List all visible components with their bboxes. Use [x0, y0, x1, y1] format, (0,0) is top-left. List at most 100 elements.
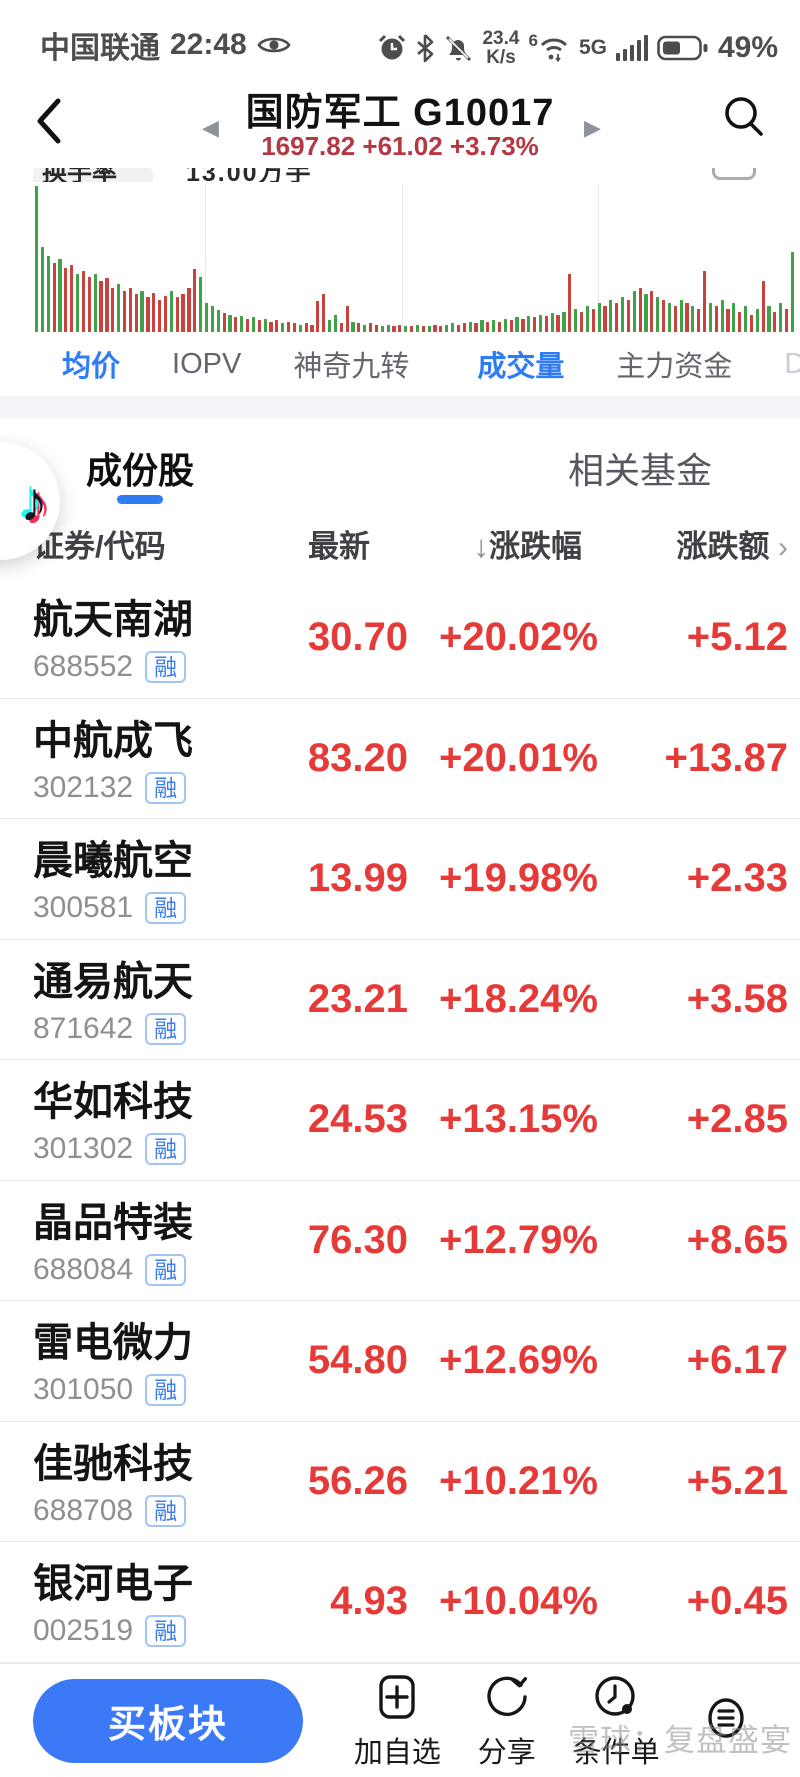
volume-bar	[339, 323, 343, 332]
tab-iopv[interactable]: IOPV	[172, 347, 242, 380]
volume-bar	[322, 294, 326, 332]
volume-bar	[720, 299, 724, 332]
tab-main-funds[interactable]: 主力资金	[616, 351, 733, 383]
prev-symbol-arrow[interactable]: ◀	[202, 115, 219, 140]
col-change-amt[interactable]: 涨跌额 ›	[676, 528, 788, 564]
volume-bar	[193, 269, 197, 332]
volume-bar	[708, 302, 713, 332]
volume-bar	[222, 313, 226, 332]
volume-bar	[58, 259, 62, 332]
volume-bar	[509, 320, 513, 332]
volume-bar	[175, 297, 179, 332]
tab-related-funds[interactable]: 相关基金	[567, 450, 712, 491]
volume-bar	[585, 305, 589, 332]
volume-bar	[427, 326, 431, 332]
tab-avg-price[interactable]: 均价	[62, 351, 121, 383]
conditional-order-button[interactable]: 条件单	[571, 1671, 661, 1771]
back-button[interactable]	[30, 93, 70, 149]
volume-bar	[679, 299, 683, 332]
table-row[interactable]: 晨曦航空 300581 融 13.99 +19.98% +2.33	[0, 819, 800, 940]
eye-icon	[257, 33, 291, 57]
rotate-landscape-icon[interactable]	[706, 168, 762, 182]
volume-bar	[316, 301, 320, 332]
col-change-pct[interactable]: ↓涨跌幅	[473, 528, 583, 564]
margin-badge: 融	[145, 1253, 187, 1286]
table-row[interactable]: 中航成飞 302132 融 83.20 +20.01% +13.87	[0, 699, 800, 819]
volume-bar	[650, 291, 654, 332]
chart-gridline	[598, 184, 599, 332]
volume-bar	[702, 270, 707, 332]
change-percent: +10.21%	[438, 1458, 598, 1503]
volume-bar	[40, 247, 45, 332]
table-row[interactable]: 银河电子 002519 融 4.93 +10.04% +0.45	[0, 1542, 800, 1663]
volume-bar	[667, 302, 671, 332]
volume-bar	[620, 297, 625, 332]
bluetooth-icon	[416, 33, 434, 63]
tab-dde[interactable]: DD	[784, 347, 800, 380]
volume-bar	[257, 320, 261, 332]
alarm-icon	[377, 33, 407, 63]
volume-bar	[456, 324, 461, 332]
table-row[interactable]: 佳驰科技 688708 融 56.26 +10.21% +5.21	[0, 1422, 800, 1542]
tab-volume[interactable]: 成交量	[477, 351, 565, 383]
volume-bar	[644, 294, 648, 332]
table-row[interactable]: 航天南湖 688552 融 30.70 +20.02% +5.12	[0, 578, 800, 699]
volume-bar	[169, 291, 173, 332]
volume-bar	[64, 267, 68, 332]
volume-bar	[591, 308, 595, 332]
buy-sector-button[interactable]: 买板块	[33, 1678, 303, 1763]
share-button[interactable]: 分享	[462, 1671, 552, 1771]
search-icon[interactable]	[720, 93, 768, 141]
change-amount: +8.65	[686, 1217, 788, 1262]
volume-bar	[462, 323, 466, 332]
volume-bar	[240, 315, 244, 332]
volume-bar	[368, 323, 373, 332]
volume-bar	[298, 324, 302, 332]
volume-bar	[93, 273, 97, 332]
volume-bar	[204, 302, 209, 332]
stock-name: 通易航天	[33, 959, 193, 1004]
volume-bar	[661, 299, 666, 332]
tab-constituents[interactable]: 成份股	[0, 418, 400, 508]
col-latest[interactable]: 最新	[308, 528, 370, 564]
table-row[interactable]: 通易航天 871642 融 23.21 +18.24% +3.58	[0, 940, 800, 1060]
volume-bar	[497, 321, 502, 332]
mute-bell-icon	[443, 33, 473, 63]
add-watchlist-button[interactable]: 加自选	[352, 1671, 442, 1771]
wifi-icon: 6	[528, 31, 569, 63]
table-row[interactable]: 雷电微力 301050 融 54.80 +12.69% +6.17	[0, 1301, 800, 1422]
volume-bar	[345, 305, 349, 332]
volume-bar	[515, 317, 519, 332]
change-percent: +20.01%	[438, 735, 598, 780]
tab-magic-nine[interactable]: 神奇九转	[293, 351, 410, 383]
volume-bar	[128, 288, 132, 332]
network-speed: 23.4 K/s	[482, 28, 520, 68]
margin-badge: 融	[145, 1374, 187, 1407]
stock-code: 300581	[33, 891, 134, 925]
volume-bar	[70, 264, 74, 332]
volume-bar	[351, 321, 355, 332]
volume-chart[interactable]: 换手率 13.00万手	[0, 168, 800, 332]
stock-name: 雷电微力	[33, 1321, 193, 1366]
active-tab-underline	[117, 495, 163, 504]
volume-bar	[568, 273, 572, 332]
more-button[interactable]	[681, 1692, 771, 1750]
volume-bar	[181, 294, 185, 332]
volume-bar	[503, 318, 507, 332]
security-cell: 雷电微力 301050 融	[33, 1314, 238, 1407]
volume-bar	[492, 320, 496, 332]
stock-name: 中航成飞	[33, 718, 193, 763]
next-symbol-arrow[interactable]: ▶	[584, 115, 601, 140]
table-row[interactable]: 华如科技 301302 融 24.53 +13.15% +2.85	[0, 1060, 800, 1181]
volume-bar	[738, 311, 742, 332]
table-row[interactable]: 晶品特装 688084 融 76.30 +12.79% +8.65	[0, 1181, 800, 1301]
stock-name: 航天南湖	[33, 598, 193, 643]
volume-bar	[210, 305, 214, 332]
volume-bar	[187, 288, 191, 332]
col-security[interactable]: 证券/代码	[33, 528, 166, 564]
volume-bar	[281, 323, 285, 332]
latest-price: 30.70	[307, 615, 408, 660]
change-percent: +18.24%	[438, 976, 598, 1021]
latest-price: 56.26	[307, 1458, 408, 1503]
volume-bar	[609, 299, 613, 332]
